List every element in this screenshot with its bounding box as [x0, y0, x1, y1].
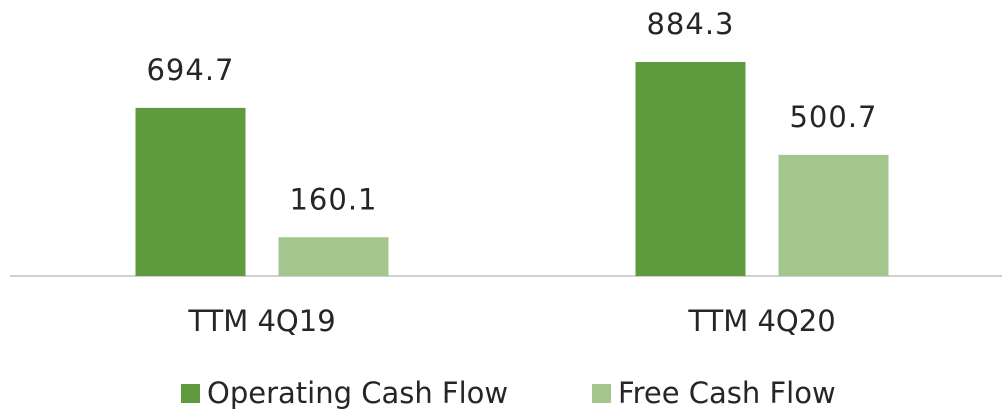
data-label: 694.7 — [146, 53, 234, 87]
legend-swatch — [592, 384, 611, 403]
x-tick-label: TTM 4Q19 — [187, 304, 335, 338]
data-label: 500.7 — [789, 100, 877, 134]
x-tick-label: TTM 4Q20 — [687, 304, 835, 338]
legend-swatch — [181, 384, 200, 403]
legend-label: Operating Cash Flow — [207, 376, 508, 410]
data-label: 160.1 — [289, 182, 377, 216]
legend-label: Free Cash Flow — [618, 376, 836, 410]
bar — [278, 237, 389, 276]
data-label: 884.3 — [646, 7, 734, 41]
bar — [778, 154, 889, 276]
bar — [635, 62, 746, 276]
bar — [135, 107, 246, 276]
